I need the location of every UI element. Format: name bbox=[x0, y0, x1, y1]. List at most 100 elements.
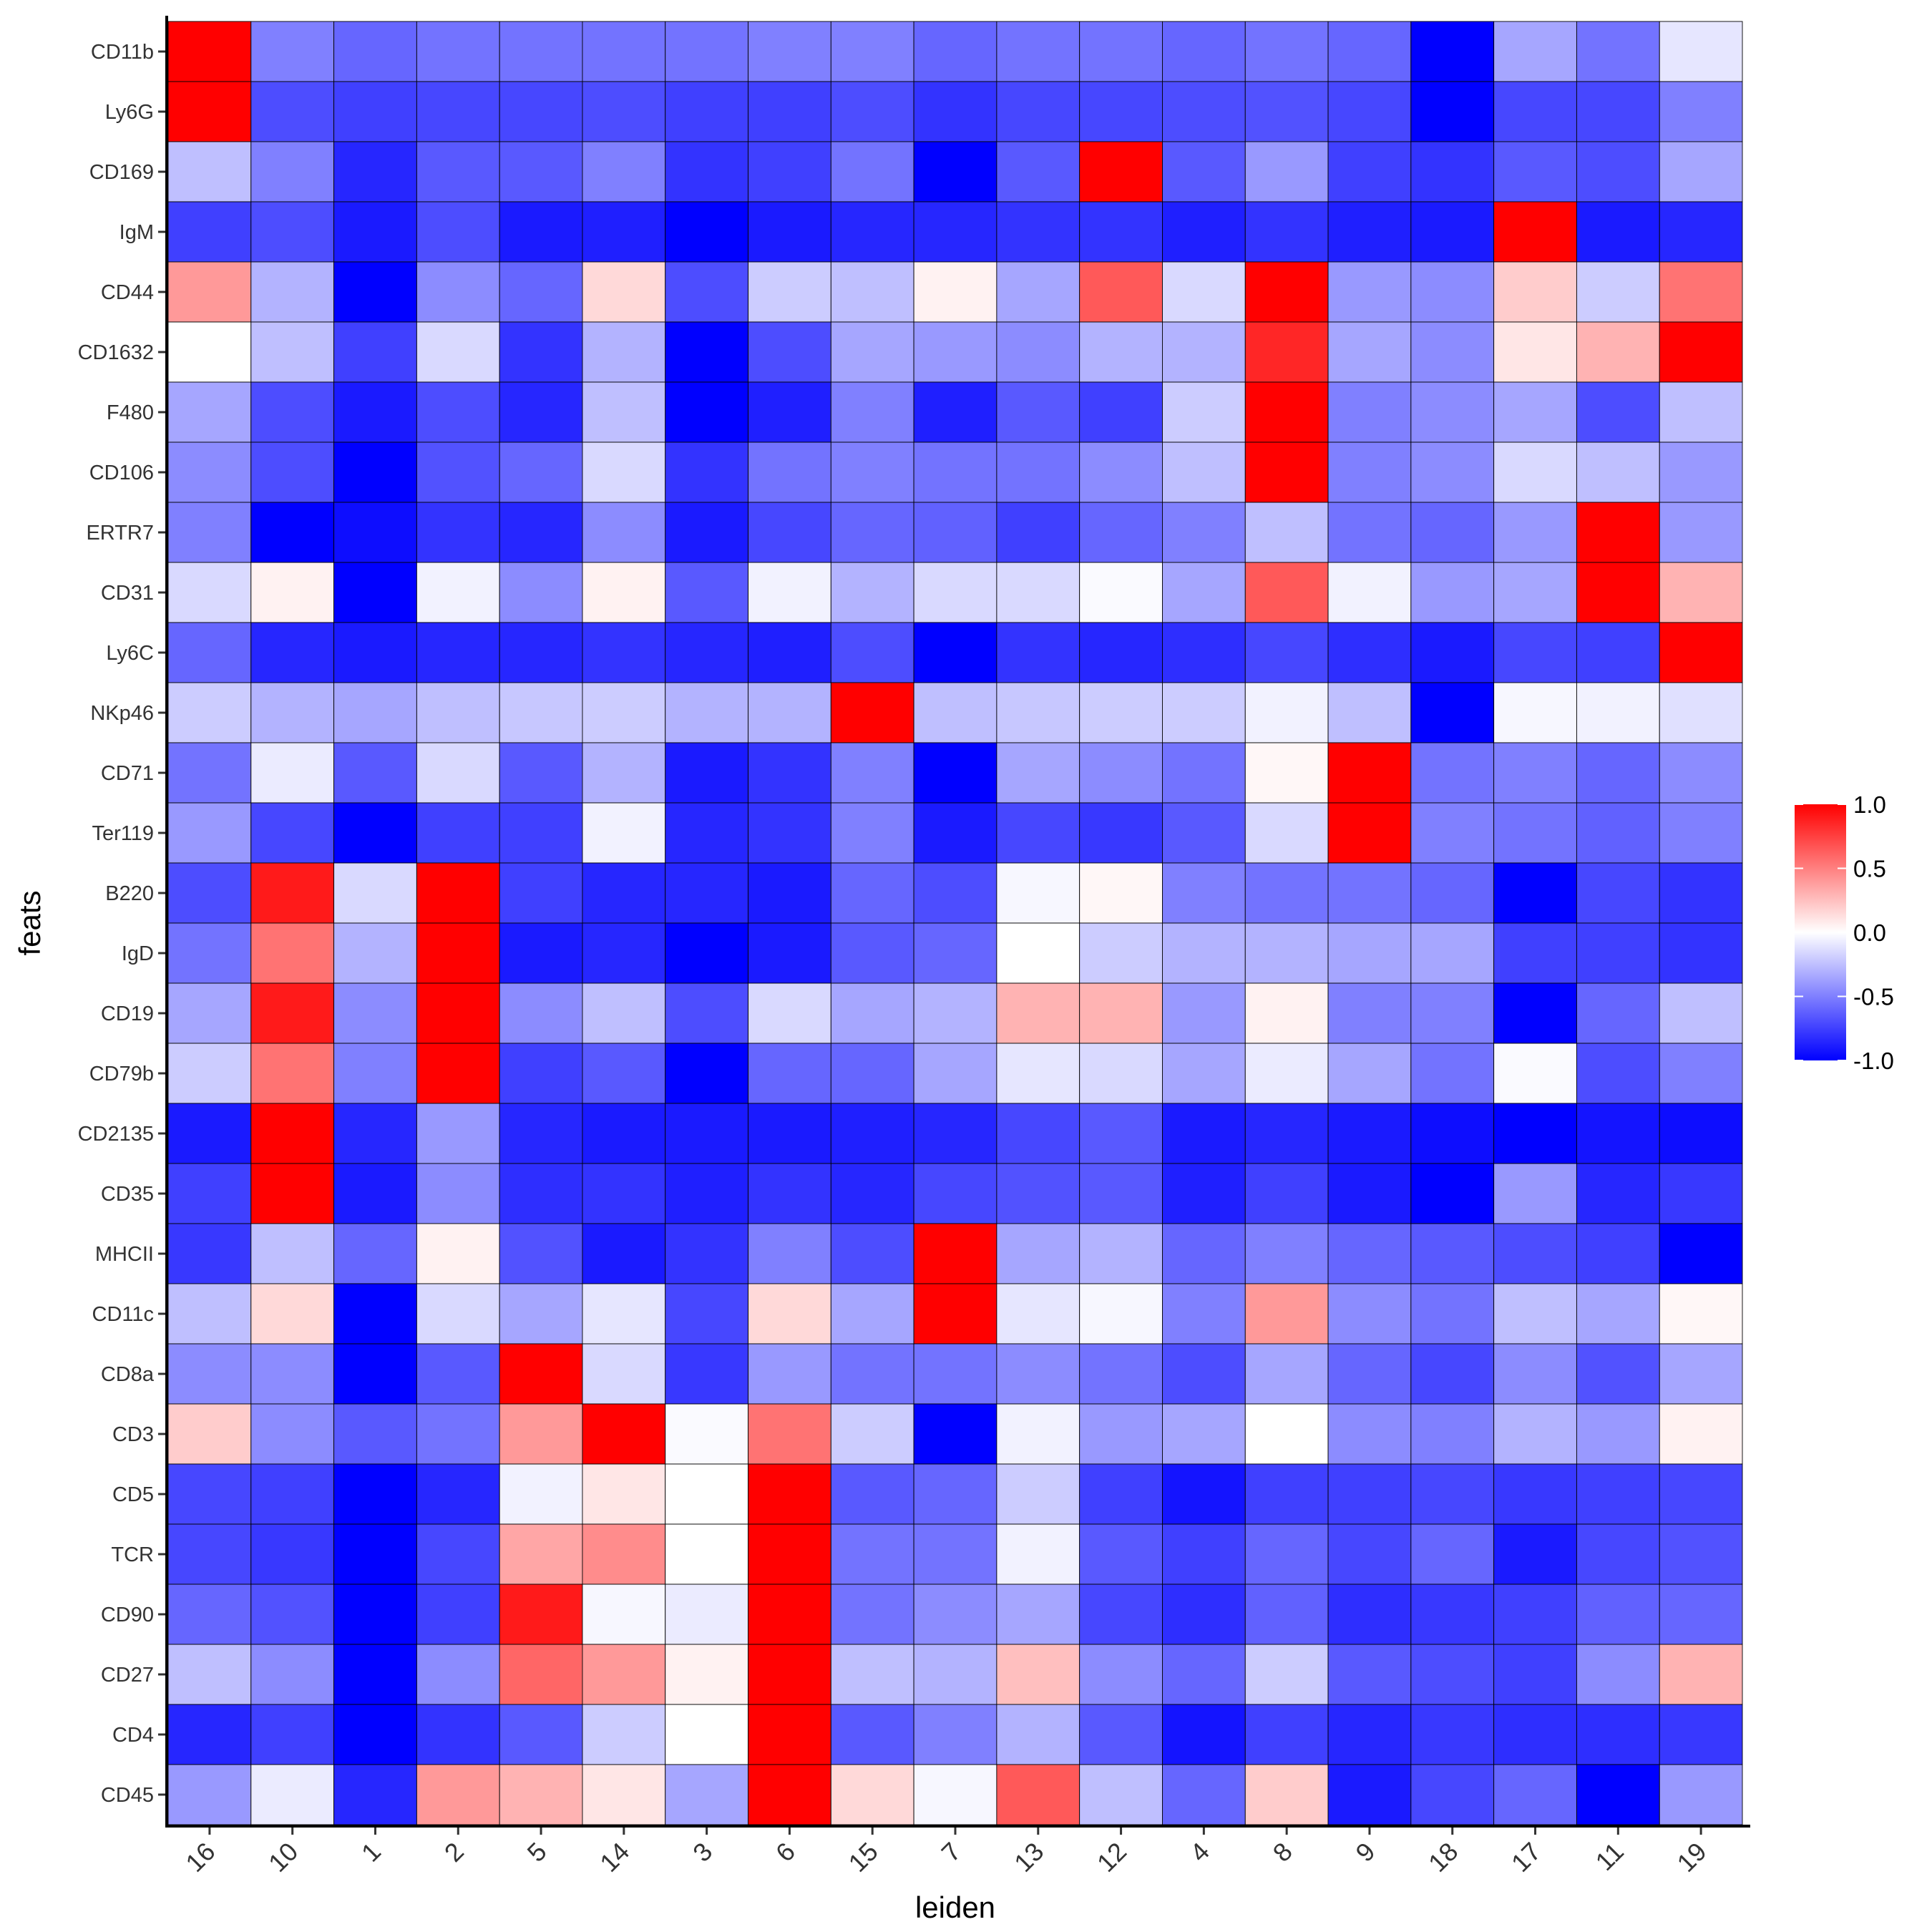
heatmap-cell bbox=[416, 441, 500, 503]
heatmap-cell bbox=[913, 502, 997, 563]
y-tick-label: CD44 bbox=[101, 281, 154, 304]
heatmap-cell bbox=[1410, 502, 1495, 563]
legend-tick-label: 0.5 bbox=[1853, 856, 1886, 882]
heatmap-cell bbox=[748, 622, 831, 683]
heatmap-cell bbox=[333, 922, 417, 984]
heatmap-cell bbox=[1327, 141, 1412, 203]
heatmap-cell bbox=[1244, 261, 1329, 323]
heatmap-cell bbox=[1659, 381, 1743, 443]
heatmap-cell bbox=[333, 321, 417, 383]
heatmap-cell bbox=[1162, 1584, 1246, 1645]
heatmap-cell bbox=[1576, 742, 1660, 804]
heatmap-cell bbox=[416, 1644, 500, 1705]
heatmap-cell bbox=[250, 1283, 335, 1345]
heatmap-cell bbox=[1410, 1343, 1495, 1405]
heatmap-cell bbox=[582, 1764, 666, 1825]
heatmap-cell bbox=[416, 1704, 500, 1765]
heatmap-cell bbox=[1410, 1283, 1495, 1345]
heatmap-cell bbox=[250, 1463, 335, 1525]
heatmap-cell bbox=[1244, 922, 1329, 984]
heatmap-cell bbox=[1079, 141, 1163, 203]
x-tick-label: 15 bbox=[843, 1837, 884, 1878]
heatmap-cell bbox=[1079, 502, 1163, 563]
heatmap-cell bbox=[1659, 622, 1743, 683]
heatmap-cell bbox=[1244, 1704, 1329, 1765]
y-tick-label: CD11b bbox=[91, 41, 154, 64]
heatmap-cell bbox=[250, 1644, 335, 1705]
heatmap-cell bbox=[1327, 562, 1412, 623]
heatmap-cell bbox=[913, 1163, 997, 1224]
heatmap-cell bbox=[748, 922, 831, 984]
heatmap-cell bbox=[748, 1463, 831, 1525]
heatmap-cell bbox=[250, 622, 335, 683]
heatmap-cell bbox=[830, 622, 914, 683]
heatmap-cell bbox=[1659, 81, 1743, 142]
heatmap-cell bbox=[665, 1283, 748, 1345]
heatmap-cell bbox=[582, 1223, 666, 1284]
heatmap-cell bbox=[1410, 1704, 1495, 1765]
heatmap-cell bbox=[1327, 622, 1412, 683]
heatmap-cell bbox=[1493, 261, 1577, 323]
heatmap-cell bbox=[499, 1463, 583, 1525]
heatmap-cell bbox=[1493, 1463, 1577, 1525]
heatmap-cell bbox=[1493, 742, 1577, 804]
heatmap-cell bbox=[996, 622, 1080, 683]
heatmap-cell bbox=[250, 21, 335, 82]
heatmap-cell bbox=[665, 201, 748, 263]
heatmap-cell bbox=[1410, 441, 1495, 503]
heatmap-cell bbox=[665, 381, 748, 443]
heatmap-cell bbox=[830, 802, 914, 864]
heatmap-cell bbox=[416, 742, 500, 804]
x-tick-label: 11 bbox=[1590, 1837, 1629, 1876]
heatmap-cell bbox=[167, 1343, 252, 1405]
heatmap-cell bbox=[1576, 922, 1660, 984]
heatmap-cell bbox=[913, 261, 997, 323]
y-tick-label: CD5 bbox=[112, 1483, 154, 1506]
heatmap-cell bbox=[1576, 201, 1660, 263]
heatmap-cell bbox=[416, 1523, 500, 1585]
y-tick-label: F480 bbox=[107, 401, 154, 424]
heatmap-cell bbox=[1576, 682, 1660, 743]
heatmap-cell bbox=[830, 1163, 914, 1224]
heatmap-cell bbox=[913, 201, 997, 263]
heatmap-cell bbox=[1659, 1403, 1743, 1465]
heatmap-cell bbox=[1244, 1463, 1329, 1525]
heatmap-cell bbox=[499, 1163, 583, 1224]
y-axis-ticks: CD11b Ly6G CD169 IgM CD44 CD1632 F480 CD106 ERTR… bbox=[78, 41, 167, 1807]
heatmap-cell bbox=[1244, 1644, 1329, 1705]
heatmap-cell bbox=[1659, 1584, 1743, 1645]
heatmap-cell bbox=[1162, 1343, 1246, 1405]
heatmap-cell bbox=[1659, 682, 1743, 743]
heatmap-cell bbox=[167, 1403, 252, 1465]
heatmap-cell bbox=[748, 1163, 831, 1224]
heatmap-cell bbox=[416, 1584, 500, 1645]
heatmap-cell bbox=[1493, 502, 1577, 563]
heatmap-cell bbox=[1244, 1343, 1329, 1405]
heatmap-cell bbox=[1659, 1523, 1743, 1585]
heatmap-cell bbox=[1079, 1223, 1163, 1284]
heatmap-cell bbox=[665, 1163, 748, 1224]
heatmap-cell bbox=[1576, 321, 1660, 383]
heatmap-cell bbox=[582, 862, 666, 924]
heatmap-cell bbox=[996, 982, 1080, 1044]
x-tick-label: 8 bbox=[1267, 1837, 1298, 1868]
heatmap-cell bbox=[333, 1223, 417, 1284]
heatmap-cell bbox=[499, 982, 583, 1044]
heatmap-cell bbox=[1493, 81, 1577, 142]
heatmap-cell bbox=[1493, 321, 1577, 383]
heatmap-cell bbox=[665, 862, 748, 924]
heatmap-cell bbox=[996, 261, 1080, 323]
heatmap-cell bbox=[1493, 862, 1577, 924]
heatmap-cell bbox=[333, 562, 417, 623]
heatmap-cell bbox=[250, 321, 335, 383]
heatmap-cell bbox=[416, 21, 500, 82]
heatmap-cell bbox=[167, 1704, 252, 1765]
heatmap-cell bbox=[996, 1523, 1080, 1585]
heatmap-cell bbox=[499, 802, 583, 864]
heatmap-cell bbox=[748, 742, 831, 804]
heatmap-cell bbox=[1493, 441, 1577, 503]
heatmap-cell bbox=[1327, 1764, 1412, 1825]
heatmap-cell bbox=[1576, 1463, 1660, 1525]
heatmap-cell bbox=[830, 1584, 914, 1645]
heatmap-cell bbox=[499, 502, 583, 563]
